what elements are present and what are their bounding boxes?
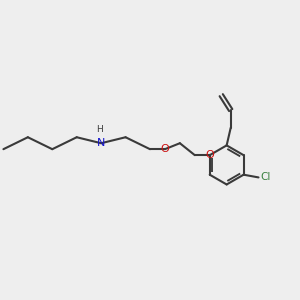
Text: Cl: Cl — [261, 172, 271, 182]
Text: O: O — [205, 150, 214, 160]
Text: O: O — [160, 144, 169, 154]
Text: N: N — [97, 138, 105, 148]
Text: H: H — [96, 125, 103, 134]
